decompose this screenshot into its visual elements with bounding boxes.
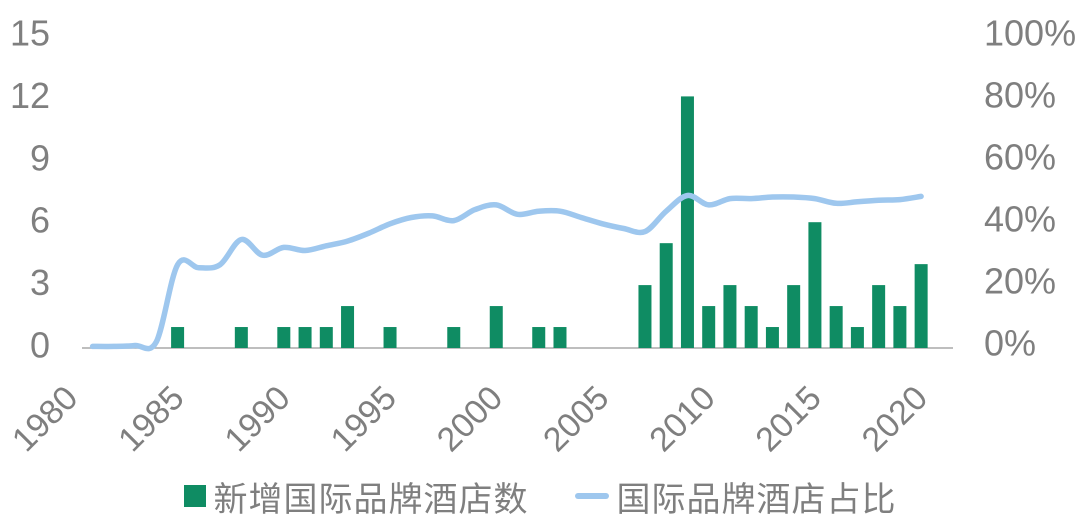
- svg-text:20%: 20%: [984, 261, 1056, 302]
- bar-2019: [914, 264, 928, 348]
- bar-1992: [341, 306, 355, 348]
- bar-2014: [808, 222, 822, 348]
- svg-text:0%: 0%: [984, 323, 1036, 364]
- legend-item-share: 国际品牌酒店占比: [574, 472, 897, 521]
- bar-2012: [765, 327, 779, 348]
- chart-canvas: 0 3 6 9 12 15 0% 20% 40% 60% 80% 100% 1980 1985 1990 19…: [5, 13, 1076, 460]
- bar-2016: [850, 327, 864, 348]
- svg-text:2000: 2000: [430, 379, 510, 459]
- bar-2002: [553, 327, 567, 348]
- legend-label-share: 国际品牌酒店占比: [616, 480, 897, 519]
- svg-text:2005: 2005: [536, 379, 616, 459]
- svg-text:1980: 1980: [5, 379, 85, 459]
- svg-text:60%: 60%: [984, 137, 1056, 178]
- svg-text:12: 12: [10, 75, 50, 116]
- svg-text:2010: 2010: [642, 379, 722, 459]
- bar-2009: [702, 306, 716, 348]
- line-swatch-icon: [574, 493, 609, 499]
- svg-text:3: 3: [30, 262, 50, 303]
- svg-text:9: 9: [30, 137, 50, 178]
- bar-1984: [171, 327, 185, 348]
- bar-2006: [638, 285, 652, 348]
- svg-text:15: 15: [10, 13, 50, 54]
- bar-1999: [489, 306, 503, 348]
- bar-2011: [744, 306, 758, 348]
- bar-1994: [383, 327, 397, 348]
- bar-2010: [723, 285, 737, 348]
- svg-text:1985: 1985: [111, 379, 191, 459]
- bar-swatch-icon: [183, 485, 206, 507]
- bar-1997: [447, 327, 461, 348]
- bar-2001: [532, 327, 546, 348]
- svg-text:0: 0: [30, 325, 50, 366]
- bar-2008: [680, 96, 694, 349]
- bar-2007: [659, 243, 673, 348]
- svg-text:1995: 1995: [324, 379, 404, 459]
- share-line: [89, 192, 924, 352]
- bar-1987: [234, 327, 248, 348]
- bar-2013: [787, 285, 801, 348]
- legend-label-new-hotels: 新增国际品牌酒店数: [213, 480, 529, 519]
- bar-1989: [277, 327, 291, 348]
- bar-2017: [872, 285, 886, 348]
- bar-2018: [893, 306, 907, 348]
- bar-1990: [298, 327, 312, 348]
- svg-text:2020: 2020: [855, 379, 935, 459]
- svg-text:6: 6: [30, 200, 50, 241]
- chart-legend: 新增国际品牌酒店数 国际品牌酒店占比: [0, 468, 1080, 524]
- svg-text:2015: 2015: [748, 379, 828, 459]
- svg-text:100%: 100%: [984, 13, 1076, 54]
- svg-text:1990: 1990: [217, 379, 297, 459]
- svg-text:80%: 80%: [984, 75, 1056, 116]
- bar-2015: [829, 306, 843, 348]
- bar-1991: [319, 327, 333, 348]
- legend-item-new-hotels: 新增国际品牌酒店数: [183, 472, 529, 521]
- svg-text:40%: 40%: [984, 199, 1056, 240]
